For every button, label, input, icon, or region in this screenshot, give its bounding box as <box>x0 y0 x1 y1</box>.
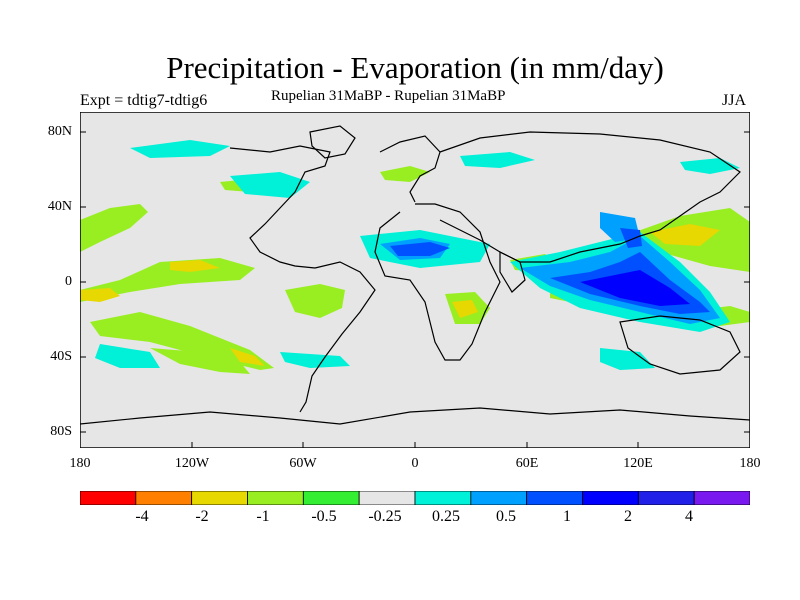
lat-label: 0 <box>65 274 72 289</box>
lat-label: 80S <box>50 424 72 439</box>
legend-label: 1 <box>563 508 571 525</box>
legend-label: -2 <box>195 508 209 525</box>
coast-antarctica <box>80 407 750 425</box>
legend-swatch <box>247 491 304 505</box>
coast-india <box>499 251 526 293</box>
lat-label: 80N <box>47 124 72 139</box>
lon-label: 180 <box>739 456 761 471</box>
legend-swatch <box>470 491 528 505</box>
field-pacific-west-yellow <box>80 288 120 302</box>
legend-swatch <box>135 491 193 505</box>
legend-label: 0.25 <box>432 508 460 525</box>
lon-label: 180 <box>69 456 91 471</box>
field-s-ocean-cyan <box>280 352 350 368</box>
experiment-label: Expt = tdtig7-tdtig6 <box>80 92 208 109</box>
strong-drying-regions <box>80 224 720 366</box>
legend-swatch <box>191 491 248 505</box>
coast-africa <box>374 203 501 361</box>
legend-swatch <box>526 491 583 505</box>
legend-label: 4 <box>685 508 693 525</box>
color-legend <box>80 491 750 505</box>
legend-swatch <box>358 491 416 505</box>
subtitle: Rupelian 31MaBP - Rupelian 31MaBP <box>271 88 506 104</box>
field-south-atlantic <box>285 284 345 318</box>
field-n-atlantic-cyan <box>460 152 535 168</box>
coast-south-america <box>299 261 376 413</box>
legend-label: -1 <box>256 508 270 525</box>
legend-label: -4 <box>135 508 149 525</box>
legend-label: 2 <box>624 508 632 525</box>
coastlines <box>80 125 750 425</box>
field-tropical-atlantic-dark <box>390 242 450 256</box>
legend-swatch <box>302 491 360 505</box>
very-strong-moistening <box>580 270 690 306</box>
field-spac-yellow <box>230 348 265 366</box>
legend-swatch <box>693 491 750 505</box>
precipitation-map <box>80 112 750 448</box>
field-north-pacific-west <box>80 204 148 252</box>
lon-label: 60E <box>515 456 539 471</box>
lon-label: 120E <box>623 456 653 471</box>
field-n-atlantic <box>380 166 430 182</box>
field-asia-yellow <box>650 224 720 246</box>
field-n-pacific-cyan <box>130 140 230 158</box>
field-n-america-cyan <box>230 172 310 198</box>
field-s-pacific-cyan <box>95 344 160 368</box>
field-china-dark <box>620 228 642 248</box>
map-ticks <box>80 131 750 448</box>
coast-greenland <box>309 125 356 159</box>
legend-swatch <box>414 491 472 505</box>
legend-label: -0.25 <box>368 508 402 525</box>
field-pacific-yellow <box>170 260 220 272</box>
lat-label: 40N <box>47 199 72 214</box>
precip-fields <box>80 140 750 374</box>
field-south-pacific <box>90 312 274 370</box>
chart-title: Precipitation - Evaporation (in mm/day) <box>166 50 664 85</box>
coast-australia <box>619 315 741 375</box>
lon-label: 120W <box>174 456 210 471</box>
field-southern-ocean <box>150 348 250 374</box>
legend-label: 0.5 <box>496 508 516 525</box>
coast-north-america <box>229 145 331 269</box>
legend-swatch <box>637 491 695 505</box>
coast-europe <box>379 135 441 203</box>
season-label: JJA <box>722 92 747 109</box>
field-australia-cyan <box>600 348 655 370</box>
legend-swatch <box>582 491 639 505</box>
field-africa-yellow <box>452 300 478 318</box>
lat-label: 40S <box>50 349 72 364</box>
legend-swatch <box>80 491 137 505</box>
lon-label: 0 <box>411 456 419 471</box>
legend-label: -0.5 <box>311 508 337 525</box>
field-indian-core <box>580 270 690 306</box>
lon-label: 60W <box>289 456 317 471</box>
